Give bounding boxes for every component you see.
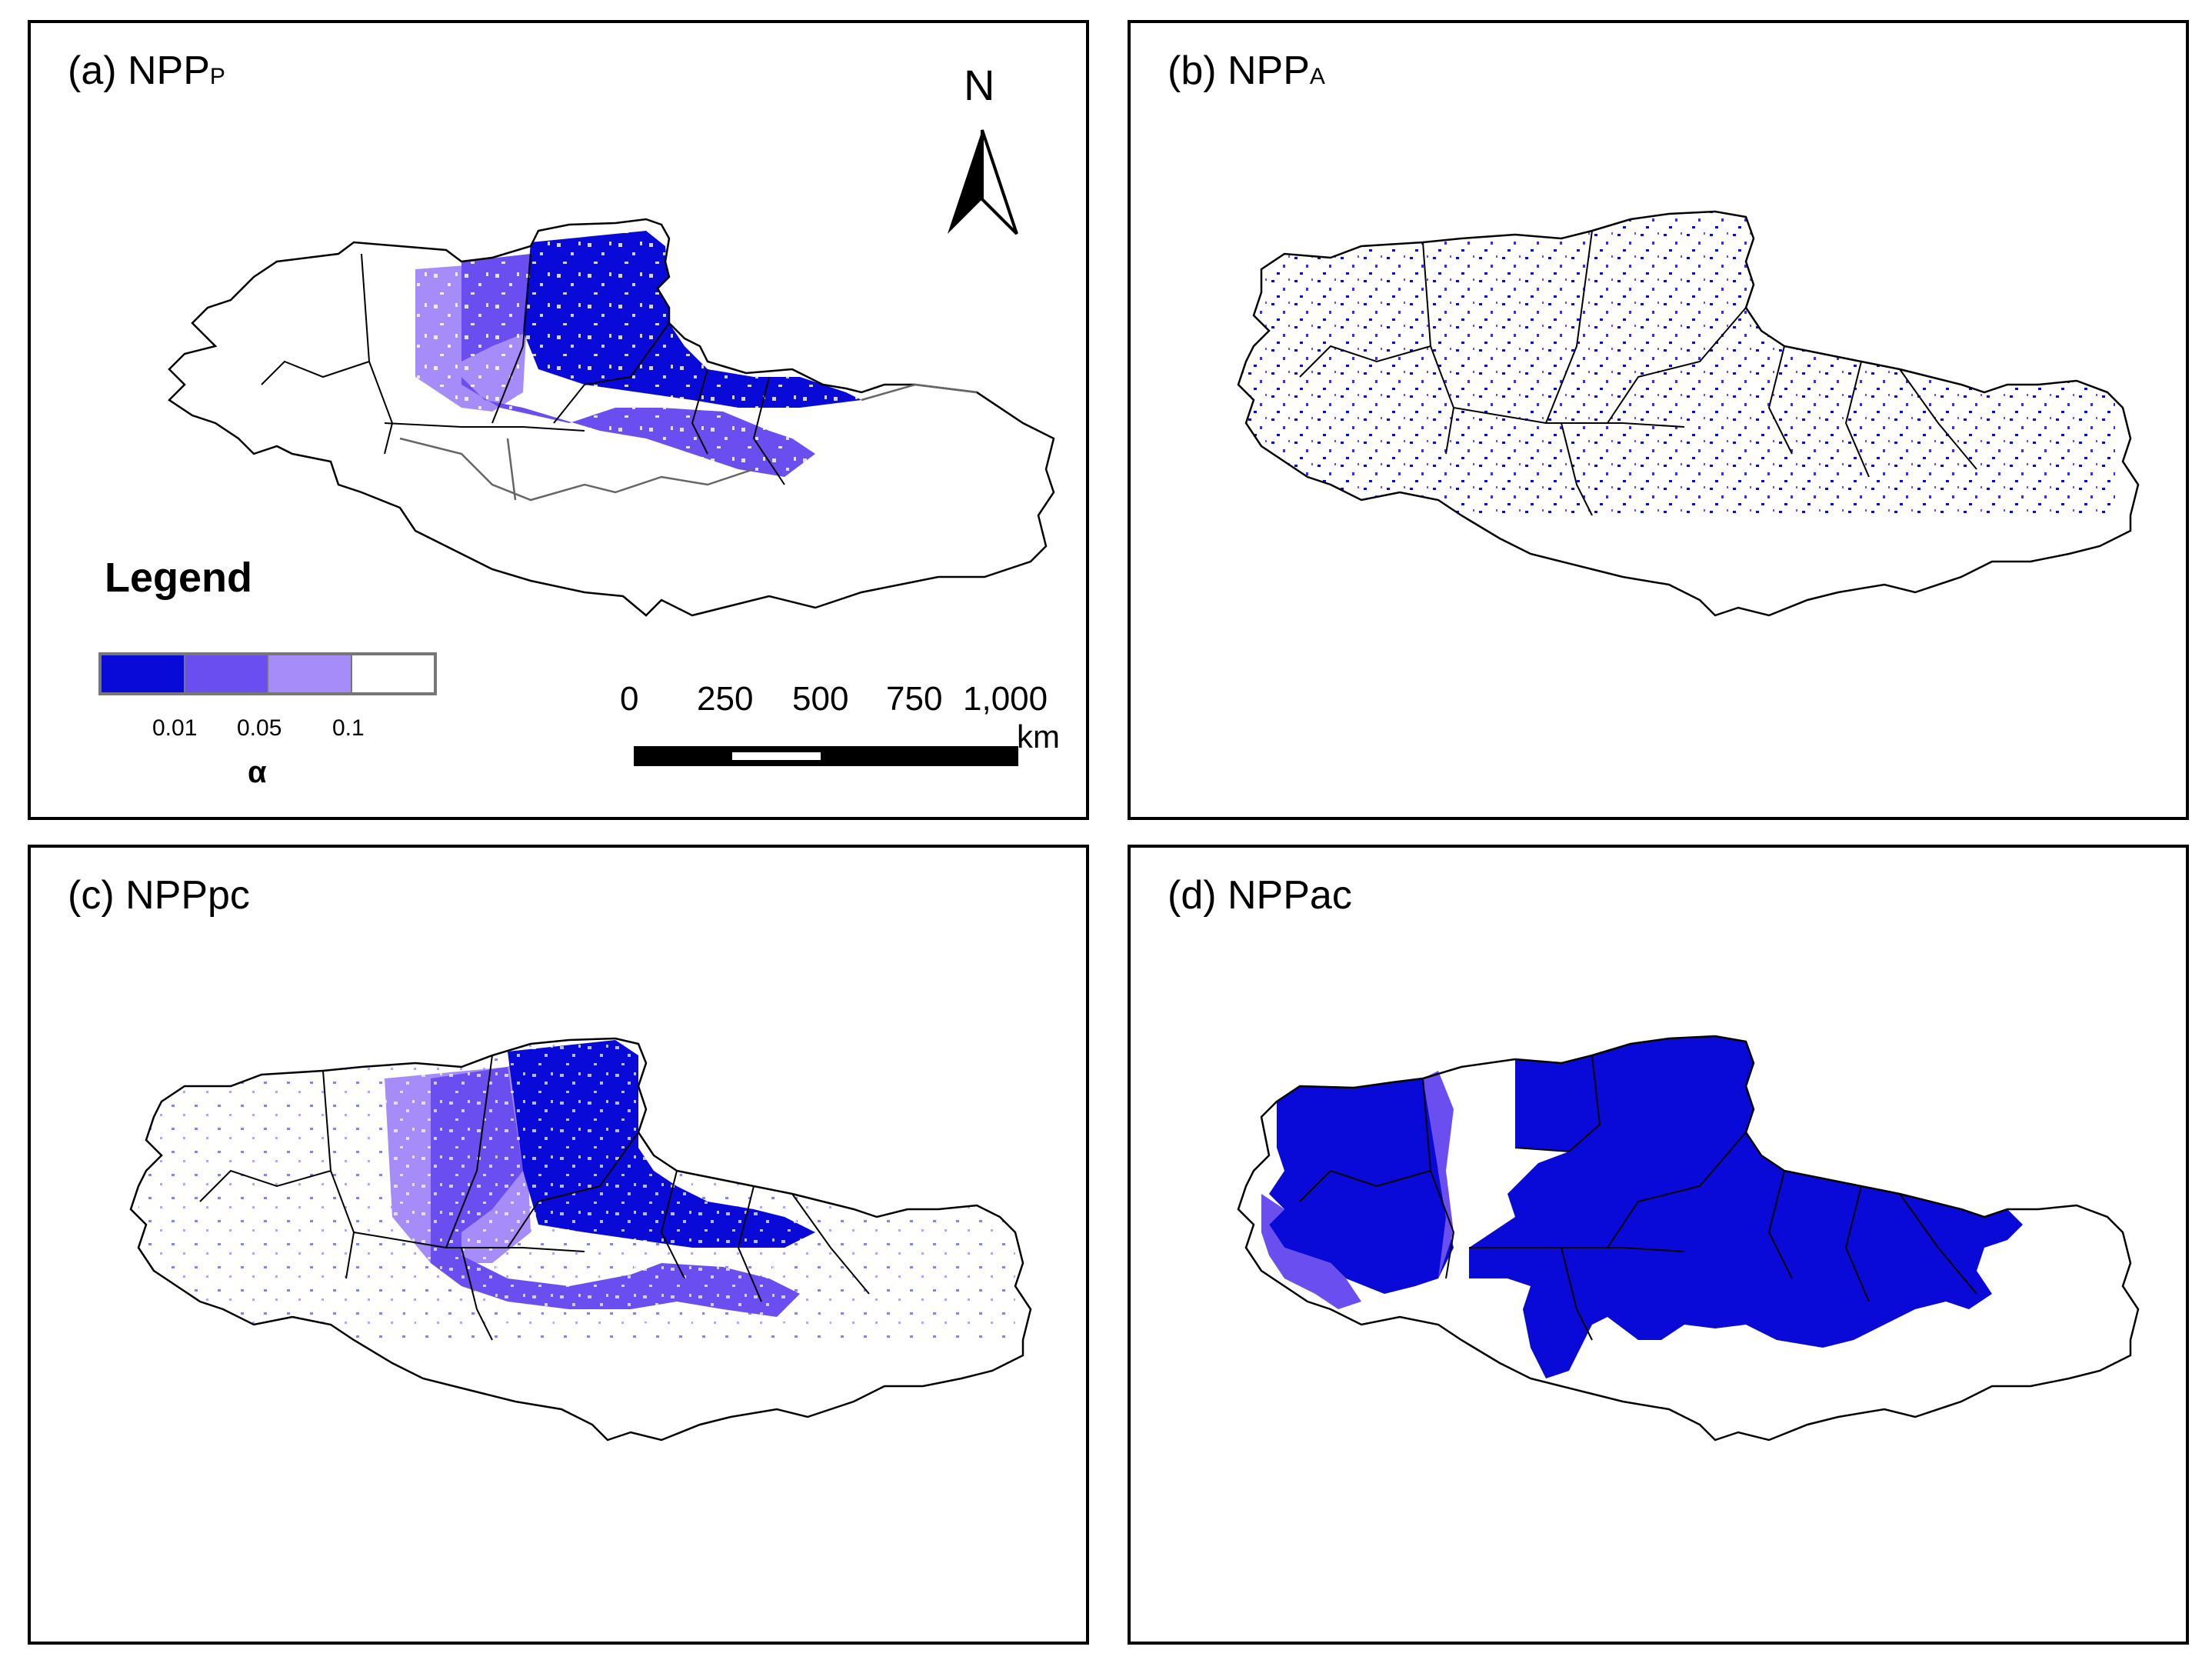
region-north-center xyxy=(1515,1055,1600,1152)
north-arrow-icon xyxy=(948,129,1018,235)
legend-swatch xyxy=(185,655,268,692)
title-text: (b) NPP xyxy=(1168,48,1310,93)
scale-tick: 250 xyxy=(697,680,754,718)
region-boundary xyxy=(1237,210,2140,617)
county-lines xyxy=(1299,230,1977,516)
map-npp-p xyxy=(168,218,1055,617)
map-panel-npp-ac: (d) NPPac xyxy=(1128,845,2189,1645)
title-text: (d) NPPac xyxy=(1168,873,1352,918)
county-lines xyxy=(199,1055,870,1341)
panel-title: (b) NPPA xyxy=(1168,48,1325,94)
county-lines xyxy=(261,253,785,485)
title-subscript: P xyxy=(209,64,225,89)
legend-variable: α xyxy=(248,755,267,789)
region-southwest xyxy=(1261,1194,1361,1309)
scale-unit: km xyxy=(1017,718,1060,755)
region-east xyxy=(1469,1036,2023,1378)
panel-title: (c) NPPpc xyxy=(68,872,250,918)
map-npp-pc xyxy=(129,1037,1032,1442)
legend-break: 0.01 xyxy=(152,715,198,741)
county-lines xyxy=(1299,1055,1977,1341)
legend-swatch xyxy=(351,655,434,692)
scale-tick: 1,000 xyxy=(963,680,1048,718)
scale-tick: 500 xyxy=(792,680,849,718)
region-strip xyxy=(1423,1071,1454,1278)
title-subscript: A xyxy=(1309,64,1325,89)
legend-title: Legend xyxy=(105,555,253,601)
scale-tick: 750 xyxy=(886,680,943,718)
speckle-field xyxy=(1238,212,2115,515)
map-npp-a xyxy=(1237,210,2140,617)
legend-swatch xyxy=(268,655,352,692)
region-boundary xyxy=(129,1037,1032,1442)
panel-title: (d) NPPac xyxy=(1168,872,1352,918)
county-lines-gray xyxy=(399,383,978,502)
legend-color-bar xyxy=(98,652,437,695)
map-panel-npp-a: (b) NPPA xyxy=(1128,20,2189,820)
panel-title: (a) NPPP xyxy=(68,48,225,94)
region-west xyxy=(1269,1078,1454,1294)
legend-swatch xyxy=(102,655,185,692)
region-boundary xyxy=(1237,1035,2140,1442)
legend-break: 0.05 xyxy=(237,715,282,741)
legend-break: 0.1 xyxy=(332,715,365,741)
map-panel-npp-pc: (c) NPPpc xyxy=(28,845,1089,1645)
scale-bar xyxy=(634,746,1018,766)
region-boundary xyxy=(168,218,1055,617)
north-label: N xyxy=(964,61,995,109)
map-npp-ac xyxy=(1237,1035,2140,1442)
title-text: (a) NPP xyxy=(68,48,210,93)
scale-tick: 0 xyxy=(620,680,639,718)
map-panel-npp-p: (a) NPPP N Legend 0.01 0.05 0.1 α 0 250 … xyxy=(28,20,1089,820)
title-text: (c) NPPpc xyxy=(68,873,250,918)
